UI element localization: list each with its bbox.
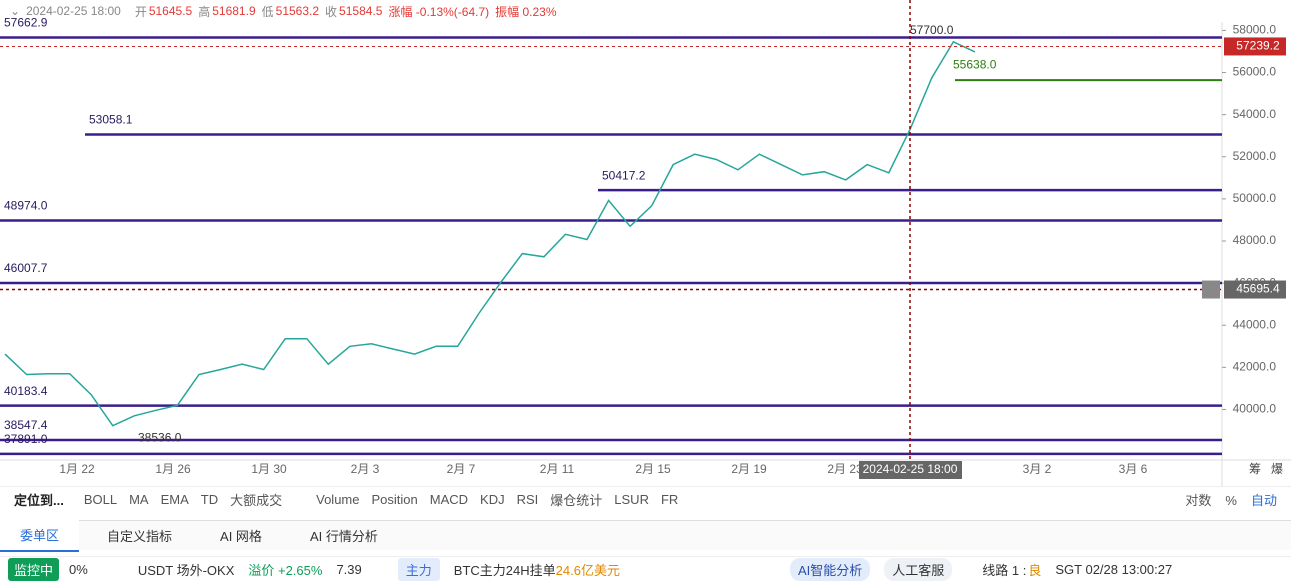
main-tag: 主力 bbox=[397, 558, 440, 581]
indicator[interactable]: FR bbox=[660, 492, 679, 507]
indicator[interactable]: RSI bbox=[516, 492, 539, 507]
crosshair-time: 2024-02-25 18:00 bbox=[863, 462, 958, 476]
indicator[interactable]: MA bbox=[129, 492, 149, 507]
level-label: 46007.7 bbox=[4, 261, 48, 275]
label: 收 bbox=[325, 4, 338, 19]
last-price-box bbox=[1224, 37, 1286, 56]
x-tick-label: 1月 26 bbox=[155, 462, 191, 476]
x-tick-label: 3月 2 bbox=[1023, 462, 1052, 476]
ohlc-bar: ⌄ 2024-02-25 18:00 开 51645.5 高 51681.9 低 51… bbox=[10, 4, 557, 19]
time: 2024-02-25 18:00 bbox=[26, 4, 121, 18]
x-tick-label: 2月 7 bbox=[447, 462, 476, 476]
x-tick-label: 1月 22 bbox=[59, 462, 95, 476]
y-tick-label: 40000.0 bbox=[1233, 402, 1277, 416]
clock: SGT 02/28 13:00:27 bbox=[1055, 562, 1173, 577]
tab[interactable]: AI 网格 bbox=[220, 529, 262, 544]
tab[interactable]: 自定义指标 bbox=[107, 529, 173, 544]
toolbar-option[interactable]: 自动 bbox=[1250, 493, 1277, 508]
last-price-label: 57239.2 bbox=[1236, 39, 1280, 53]
support-label: 55638.0 bbox=[953, 57, 997, 71]
right-tool: 筹 bbox=[1249, 462, 1261, 476]
locate-button[interactable]: 定位到... bbox=[14, 493, 64, 508]
quality: 良 bbox=[1028, 563, 1042, 578]
value: 51681.9 bbox=[212, 4, 256, 18]
premium: 溢价 +2.65% bbox=[248, 563, 323, 578]
service-button[interactable]: 人工客服 bbox=[884, 558, 953, 581]
crosshair-box bbox=[1224, 280, 1286, 299]
indicator[interactable]: EMA bbox=[160, 492, 189, 507]
level-label: 40183.4 bbox=[4, 384, 48, 398]
low-label: 38536.0 bbox=[138, 430, 182, 444]
tabs: 委单区 自定义指标 AI 网格 AI 行情分析 bbox=[0, 519, 1291, 552]
x-tick-label: 2月 11 bbox=[540, 462, 575, 476]
label: 低 bbox=[261, 4, 274, 19]
y-tick-label: 48000.0 bbox=[1233, 233, 1277, 247]
crosshair-time-bg bbox=[859, 461, 962, 479]
level-label: 38547.4 bbox=[4, 418, 48, 432]
ai-button[interactable]: AI智能分析 bbox=[789, 558, 871, 581]
level-label: 48974.0 bbox=[4, 199, 48, 213]
tab[interactable]: 委单区 bbox=[0, 519, 80, 552]
line: 线路 1 : bbox=[982, 563, 1027, 578]
x-tick-label: 1月 30 bbox=[251, 462, 287, 476]
indicator[interactable]: LSUR bbox=[614, 492, 649, 507]
change: 涨幅 -0.13%(-64.7) bbox=[388, 4, 490, 19]
x-tick-label: 2月 3 bbox=[351, 462, 380, 476]
tab[interactable]: AI 行情分析 bbox=[309, 529, 378, 544]
y-tick-label: 52000.0 bbox=[1233, 149, 1277, 163]
right-tool: 爆 bbox=[1271, 462, 1283, 476]
x-tick-label: 2月 19 bbox=[731, 462, 767, 476]
value: 51645.5 bbox=[148, 4, 193, 18]
x-tick-label: 2月 15 bbox=[635, 462, 671, 476]
label: 开 bbox=[134, 4, 147, 19]
x-tick-label: 3月 6 bbox=[1119, 462, 1148, 476]
indicator[interactable]: MACD bbox=[429, 492, 469, 507]
indicator[interactable]: TD bbox=[200, 492, 219, 507]
indicator[interactable]: KDJ bbox=[480, 492, 505, 507]
price: 7.39 bbox=[336, 562, 362, 577]
indicator[interactable]: Volume bbox=[316, 492, 360, 507]
value: 51584.5 bbox=[339, 4, 383, 18]
main-text: BTC主力24H挂单 bbox=[453, 563, 556, 578]
indicator[interactable]: 大额成交 bbox=[230, 493, 283, 508]
label: 高 bbox=[198, 4, 211, 19]
toolbar: 定位到... BOLL MA EMA TD 大额成交 Volume Position MACD… bbox=[0, 486, 1291, 512]
indicator[interactable]: 爆仓统计 bbox=[550, 493, 603, 508]
monitor[interactable]: 监控中 bbox=[8, 558, 60, 581]
x-tick-label: 2月 23 bbox=[827, 462, 863, 476]
y-tick-label: 44000.0 bbox=[1233, 317, 1277, 331]
level-label: 50417.2 bbox=[602, 168, 646, 182]
status-bar: 监控中 0% USDT 场外-OKX 溢价 +2.65% 7.39 主力 BTC… bbox=[0, 556, 1291, 582]
y-tick-label: 42000.0 bbox=[1233, 360, 1277, 374]
right-tools: 对数% 自动 bbox=[1185, 490, 1291, 509]
y-tick-label: 50000.0 bbox=[1233, 191, 1277, 205]
crosshair-label: 45695.4 bbox=[1236, 282, 1280, 296]
amount: 24.6亿美元 bbox=[555, 563, 620, 578]
crosshair-add[interactable] bbox=[1202, 280, 1220, 299]
high-label: 57700.0 bbox=[910, 23, 954, 37]
amplitude: 振幅 0.23% bbox=[495, 4, 557, 19]
y-tick-label: 58000.0 bbox=[1233, 23, 1277, 37]
toolbar-option[interactable]: 对数 bbox=[1185, 493, 1212, 508]
value: 51563.2 bbox=[275, 4, 320, 18]
pair: USDT 场外-OKX bbox=[137, 563, 235, 578]
toolbar-option[interactable]: % bbox=[1225, 493, 1237, 508]
level-label: 57662.9 bbox=[4, 16, 48, 30]
indicator[interactable]: Position bbox=[371, 492, 418, 507]
pct: 0% bbox=[69, 562, 88, 577]
price-line bbox=[4, 40, 976, 427]
chart: 40000.042000.044000.046000.048000.050000… bbox=[0, 0, 1291, 486]
y-tick-label: 56000.0 bbox=[1233, 65, 1277, 79]
indicator[interactable]: BOLL bbox=[83, 492, 118, 507]
y-tick-label: 54000.0 bbox=[1233, 107, 1277, 121]
level-label: 53058.1 bbox=[89, 113, 133, 127]
level-label: 37891.0 bbox=[4, 432, 48, 446]
